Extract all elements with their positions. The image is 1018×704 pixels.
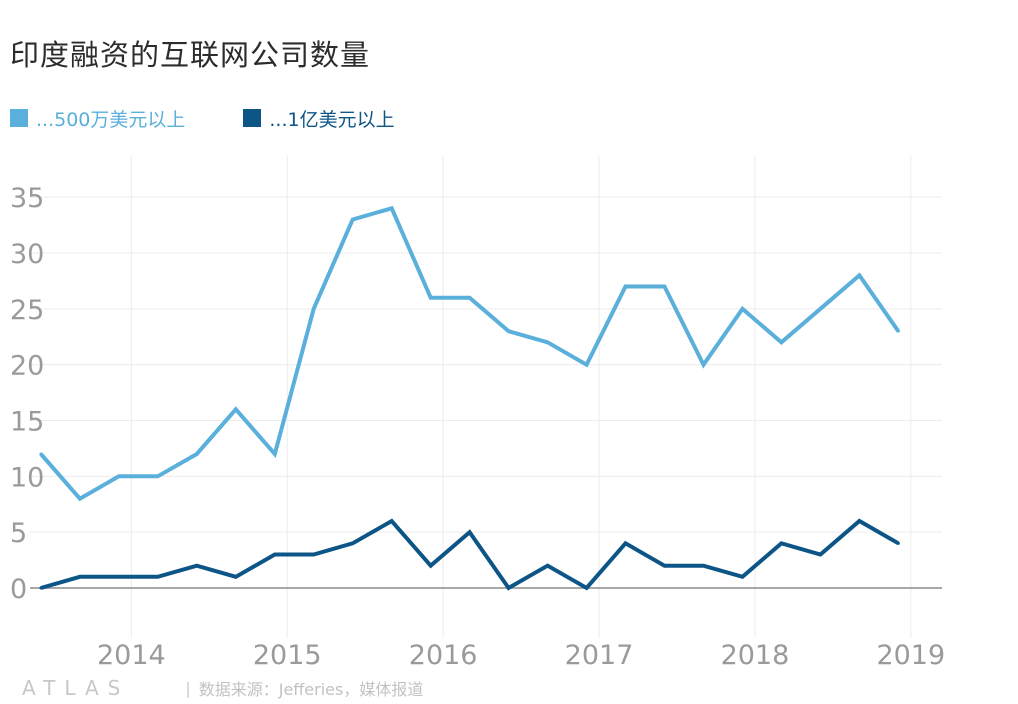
data-point-series-2 <box>273 553 277 556</box>
legend-item-series-2: ...1亿美元以上 <box>243 105 395 132</box>
data-point-series-1 <box>429 296 433 300</box>
y-tick-label: 10 <box>10 462 44 493</box>
data-point-series-2 <box>507 586 511 590</box>
data-point-series-1 <box>740 307 744 311</box>
data-point-series-1 <box>857 273 861 277</box>
legend-label-series-2: ...1亿美元以上 <box>269 108 395 131</box>
data-point-series-1 <box>896 329 900 333</box>
y-tick-label: 30 <box>10 239 44 270</box>
data-point-series-2 <box>195 564 199 568</box>
data-point-series-1 <box>585 363 589 367</box>
data-point-series-2 <box>624 541 628 545</box>
line-chart: 0 5 10 15 20 25 30 35 2014 2015 2016 2017 2018 2019 <box>10 156 945 670</box>
series-line-1 <box>39 205 900 502</box>
data-point-series-2 <box>390 519 394 523</box>
data-point-series-1 <box>701 363 705 367</box>
data-point-series-2 <box>779 541 783 545</box>
data-point-series-1 <box>779 340 783 344</box>
x-tick-label: 2015 <box>253 640 322 670</box>
data-point-series-1 <box>234 407 238 411</box>
data-point-series-1 <box>273 452 277 456</box>
data-point-series-2 <box>857 519 861 523</box>
data-point-series-1 <box>468 296 472 300</box>
data-point-series-2 <box>468 530 472 534</box>
footer-separator: | <box>185 678 191 698</box>
data-point-series-2 <box>429 564 433 568</box>
data-point-series-1 <box>156 474 160 478</box>
y-tick-label: 15 <box>10 407 44 438</box>
x-tick-label: 2017 <box>565 640 634 670</box>
data-point-series-2 <box>663 564 667 568</box>
data-point-series-2 <box>818 553 822 556</box>
chart-title: 印度融资的互联网公司数量 <box>10 38 371 72</box>
data-point-series-1 <box>351 218 355 221</box>
y-tick-label: 35 <box>10 183 44 214</box>
x-tick-label: 2014 <box>97 640 166 670</box>
data-point-series-1 <box>663 285 667 288</box>
data-point-series-1 <box>624 285 628 288</box>
data-point-series-1 <box>117 474 121 478</box>
data-point-series-2 <box>585 586 589 590</box>
data-point-series-2 <box>351 541 355 545</box>
data-point-series-2 <box>156 575 160 579</box>
brand-logo: ATLAS <box>22 676 130 700</box>
legend-label-series-1: ...500万美元以上 <box>36 108 186 131</box>
x-tick-label: 2016 <box>409 640 478 670</box>
legend: ...500万美元以上 ...1亿美元以上 <box>10 104 395 132</box>
legend-swatch-series-1 <box>10 109 28 127</box>
data-point-series-1 <box>390 206 394 210</box>
data-point-series-2 <box>546 564 550 568</box>
data-point-series-1 <box>546 340 550 344</box>
data-point-series-2 <box>312 553 316 556</box>
y-tick-label: 5 <box>10 518 27 549</box>
data-point-series-2 <box>78 575 82 579</box>
data-point-series-2 <box>740 575 744 579</box>
data-point-series-2 <box>234 575 238 579</box>
data-point-series-1 <box>39 452 43 456</box>
legend-item-series-1: ...500万美元以上 <box>10 105 185 132</box>
x-tick-label: 2019 <box>876 640 945 670</box>
source-note: 数据来源：Jefferies，媒体报道 <box>198 680 424 699</box>
footer: ATLAS | 数据来源：Jefferies，媒体报道 <box>22 676 423 700</box>
data-point-series-1 <box>195 452 199 456</box>
data-point-series-2 <box>701 564 705 568</box>
x-tick-label: 2018 <box>721 640 790 670</box>
data-point-series-2 <box>39 586 43 590</box>
data-point-series-1 <box>312 307 316 311</box>
data-point-series-2 <box>896 541 900 545</box>
data-point-series-1 <box>78 497 82 501</box>
y-tick-label: 0 <box>10 574 27 605</box>
legend-swatch-series-2 <box>243 109 262 127</box>
data-point-series-2 <box>117 575 121 579</box>
data-point-series-1 <box>507 329 511 333</box>
data-point-series-1 <box>818 307 822 311</box>
y-tick-label: 20 <box>10 351 44 382</box>
y-tick-label: 25 <box>10 295 44 326</box>
